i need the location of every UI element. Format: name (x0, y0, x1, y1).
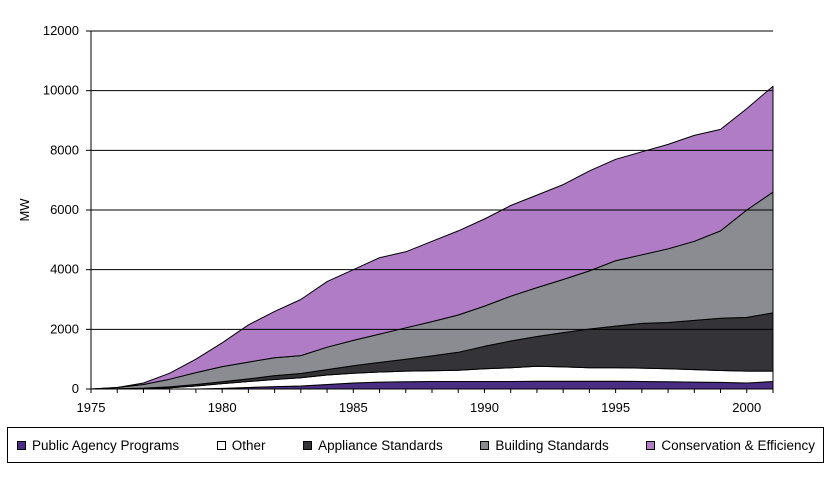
legend-item: Other (216, 437, 266, 453)
legend-label: Other (231, 437, 266, 453)
legend-swatch (646, 440, 656, 450)
legend-item: Public Agency Programs (17, 438, 179, 453)
area-conservation-and-efficiency (90, 85, 774, 390)
x-tick-label: 1980 (208, 400, 237, 415)
legend-swatch (216, 440, 226, 450)
legend: Public Agency Programs Other Appliance Sta… (7, 427, 824, 463)
y-tick-label: 2000 (50, 321, 79, 336)
y-axis-label: MW (17, 198, 32, 222)
legend-item: Appliance Standards (303, 438, 443, 453)
area-series-group (90, 85, 774, 390)
gridlines (91, 30, 773, 330)
y-tick-label: 4000 (50, 262, 79, 277)
legend-swatch (303, 440, 313, 450)
legend-item: Building Standards (480, 437, 609, 453)
legend-swatch (480, 440, 490, 450)
legend-label: Appliance Standards (318, 437, 443, 453)
y-tick-label: 8000 (50, 142, 79, 157)
x-tick-label: 1975 (77, 400, 106, 415)
y-tick-label: 12000 (43, 23, 79, 38)
x-tick-labels: 1975 1980 1985 1990 1995 2000 (77, 400, 762, 415)
y-tick-label: 6000 (50, 202, 79, 217)
legend-label: Building Standards (495, 437, 609, 453)
legend-swatch (17, 440, 26, 450)
x-tick-label: 1990 (470, 400, 499, 415)
axes (86, 30, 774, 393)
x-tick-label: 1995 (601, 400, 630, 415)
y-tick-labels: 0 2000 4000 6000 8000 10000 12000 (43, 23, 79, 396)
x-tick-label: 1985 (339, 400, 368, 415)
x-tick-label: 2000 (732, 400, 761, 415)
y-tick-label: 10000 (43, 83, 79, 98)
legend-item: Conservation & Efficiency (646, 438, 815, 453)
legend-label: Public Agency Programs (32, 437, 180, 453)
legend-label: Conservation & Efficiency (661, 437, 815, 453)
y-tick-label: 0 (72, 381, 79, 396)
